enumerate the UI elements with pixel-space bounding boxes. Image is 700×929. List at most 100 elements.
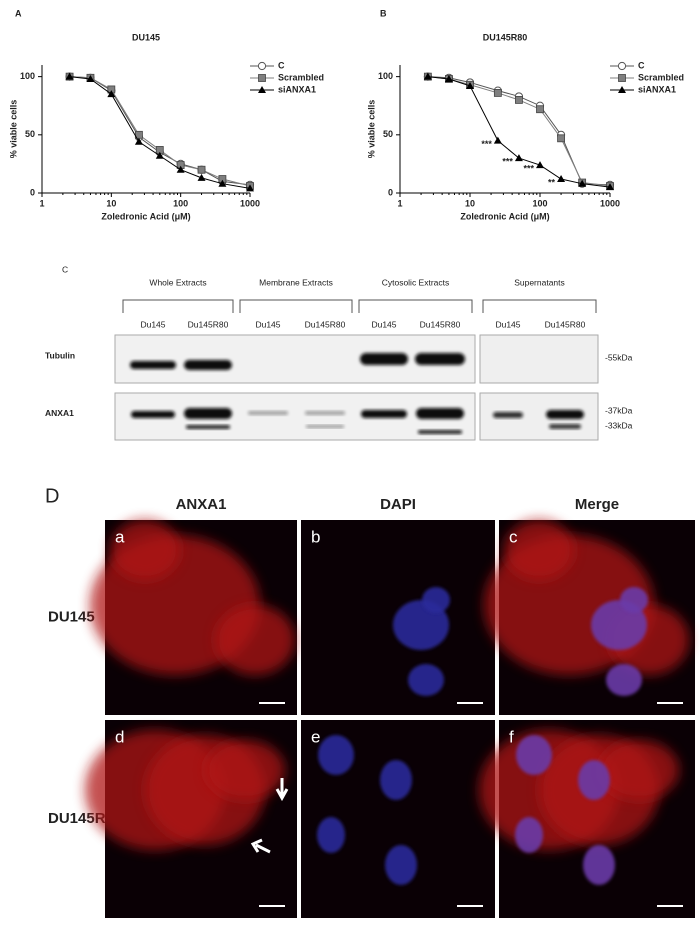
- micrograph: d: [85, 720, 297, 918]
- legend-label: Scrambled: [638, 72, 684, 82]
- marker: [557, 175, 566, 183]
- panel-label: B: [380, 8, 387, 18]
- marker: [493, 89, 502, 97]
- annotation: ***: [481, 139, 492, 149]
- nucleus: [385, 845, 417, 885]
- legend-marker: [258, 74, 266, 82]
- marker: [218, 179, 227, 187]
- nucleus: [422, 587, 450, 613]
- bracket: [482, 299, 597, 313]
- subpanel-label: a: [115, 527, 125, 546]
- row-label: ANXA1: [45, 408, 74, 418]
- annotation: ***: [502, 156, 513, 166]
- legend-marker: [617, 61, 627, 71]
- marker: [246, 184, 254, 192]
- marker: [444, 74, 453, 82]
- x-tick-label: 1000: [240, 198, 260, 208]
- legend-label: siANXA1: [638, 84, 676, 94]
- lane-label: Du145R80: [305, 319, 346, 329]
- legend-label: C: [278, 60, 285, 70]
- size-marker: -33kDa: [605, 420, 633, 430]
- marker: [134, 137, 143, 145]
- marker: [86, 74, 95, 82]
- lane-label: Du145R80: [420, 319, 461, 329]
- nucleus: [606, 664, 642, 696]
- lane-label: Du145R80: [545, 319, 586, 329]
- cell: [215, 605, 295, 675]
- x-tick-label: 1: [397, 198, 402, 208]
- marker: [197, 165, 206, 174]
- nucleus: [620, 587, 648, 613]
- marker: [536, 161, 544, 169]
- group-label: Membrane Extracts: [259, 277, 333, 287]
- chart-title: DU145R80: [483, 32, 528, 42]
- x-tick-label: 10: [465, 198, 475, 208]
- bracket: [122, 299, 234, 313]
- subpanel-label: d: [115, 727, 124, 746]
- marker: [466, 81, 474, 89]
- band: [418, 430, 462, 434]
- band: [549, 424, 581, 429]
- y-tick-label: 0: [30, 187, 35, 197]
- micrograph: a: [90, 520, 297, 715]
- band: [493, 412, 523, 418]
- micrograph: e: [301, 720, 495, 918]
- series-line: [69, 76, 251, 189]
- band: [416, 408, 464, 419]
- subpanel-label: b: [311, 527, 320, 546]
- lane-label: Du145: [255, 319, 280, 329]
- marker: [557, 134, 565, 143]
- nucleus: [408, 664, 444, 696]
- legend-label: C: [638, 60, 645, 70]
- y-tick-label: 100: [378, 71, 393, 81]
- bracket: [239, 299, 353, 313]
- nucleus: [515, 817, 543, 853]
- column-label: DAPI: [380, 496, 416, 513]
- size-marker: -37kDa: [605, 405, 633, 415]
- micrograph: b: [301, 520, 495, 715]
- nucleus: [380, 760, 412, 800]
- y-axis-label: % viable cells: [366, 100, 376, 159]
- annotation: **: [548, 177, 556, 187]
- band: [184, 408, 232, 419]
- x-tick-label: 1000: [600, 198, 620, 208]
- x-tick-label: 10: [106, 198, 116, 208]
- nucleus: [583, 845, 615, 885]
- marker: [107, 90, 116, 98]
- marker: [493, 136, 502, 144]
- x-tick-label: 100: [173, 198, 188, 208]
- marker: [515, 96, 523, 104]
- marker: [423, 72, 432, 80]
- legend-marker: [618, 86, 626, 93]
- cell: [599, 740, 679, 800]
- marker: [176, 165, 185, 173]
- legend-marker: [258, 86, 266, 93]
- band: [415, 353, 465, 365]
- x-axis-label: Zoledronic Acid (μM): [460, 211, 549, 221]
- column-label: ANXA1: [176, 496, 227, 513]
- y-tick-label: 0: [388, 187, 393, 197]
- band: [305, 411, 345, 415]
- group-label: Cytosolic Extracts: [382, 277, 450, 287]
- western-blot: C Whole Extracts Membrane Extracts Cytosoli…: [45, 264, 633, 441]
- subpanel-label: e: [311, 727, 320, 746]
- blot-box: [479, 334, 599, 384]
- micrograph: f: [479, 720, 695, 918]
- lane-label: Du145: [140, 319, 165, 329]
- arrow: [250, 838, 271, 854]
- lane-label: Du145: [371, 319, 396, 329]
- chart-title: DU145: [132, 32, 160, 42]
- marker: [514, 154, 523, 162]
- band: [131, 411, 175, 418]
- panel-label: C: [62, 264, 68, 274]
- blot-box: [114, 392, 476, 441]
- y-tick-label: 50: [383, 129, 393, 139]
- nucleus: [318, 735, 354, 775]
- legend-marker: [618, 74, 626, 82]
- nucleus: [317, 817, 345, 853]
- x-axis-label: Zoledronic Acid (μM): [101, 211, 190, 221]
- column-label: Merge: [575, 496, 619, 513]
- y-tick-label: 50: [25, 129, 35, 139]
